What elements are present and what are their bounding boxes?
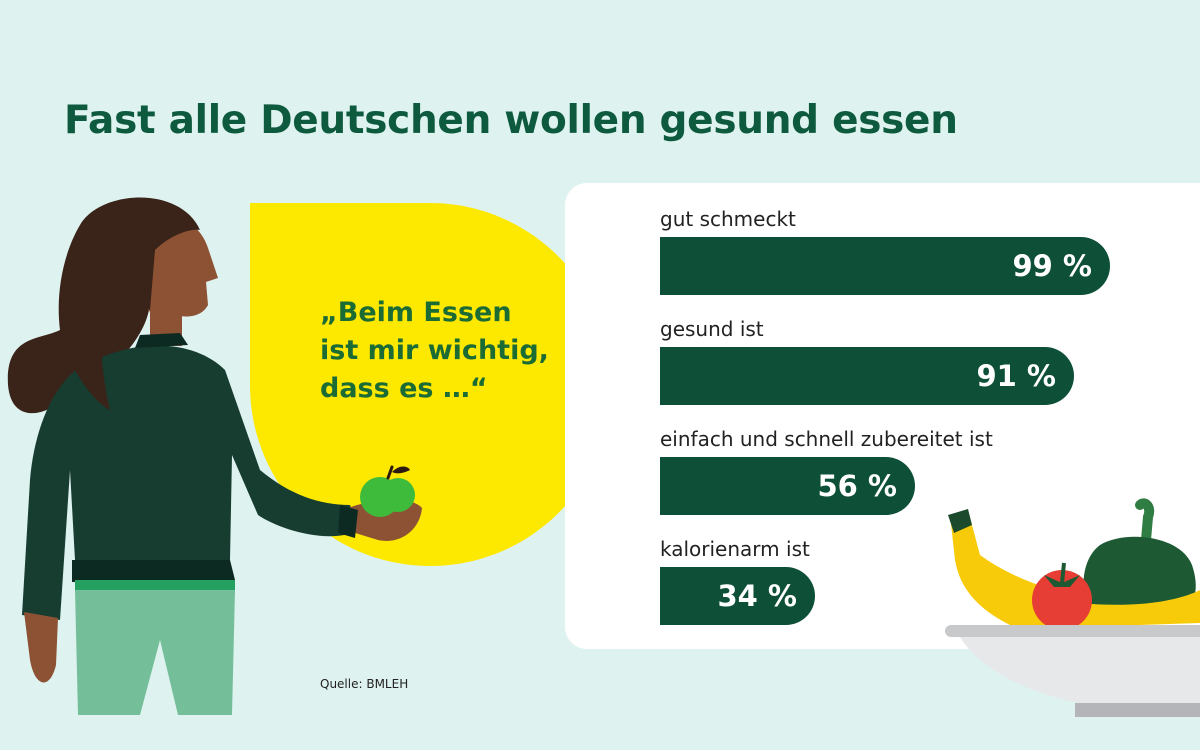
- speech-bubble: [250, 203, 612, 566]
- category-label: gut schmeckt: [660, 207, 796, 231]
- category-label: gesund ist: [660, 317, 764, 341]
- tomato-icon: [1032, 562, 1092, 630]
- page-title: Fast alle Deutschen wollen gesund essen: [64, 98, 958, 143]
- value-label: 91 %: [976, 359, 1056, 393]
- source-note: Quelle: BMLEH: [320, 677, 409, 691]
- apple-icon: [360, 465, 415, 517]
- value-label: 99 %: [1012, 249, 1092, 283]
- value-label: 34 %: [717, 579, 797, 613]
- quote-text: „Beim Essen ist mir wichtig, dass es …“: [320, 297, 549, 404]
- bar: 91 %: [660, 347, 1074, 405]
- fruit-bowl-illustration: [945, 498, 1200, 717]
- bar: 34 %: [660, 567, 815, 625]
- category-label: einfach und schnell zubereitet ist: [660, 427, 993, 451]
- pepper-icon: [1083, 498, 1196, 613]
- value-label: 56 %: [817, 469, 897, 503]
- woman-illustration: [7, 197, 422, 715]
- bar: 99 %: [660, 237, 1110, 295]
- bar: 56 %: [660, 457, 915, 515]
- category-label: kalorienarm ist: [660, 537, 810, 561]
- bowl-icon: [945, 625, 1200, 717]
